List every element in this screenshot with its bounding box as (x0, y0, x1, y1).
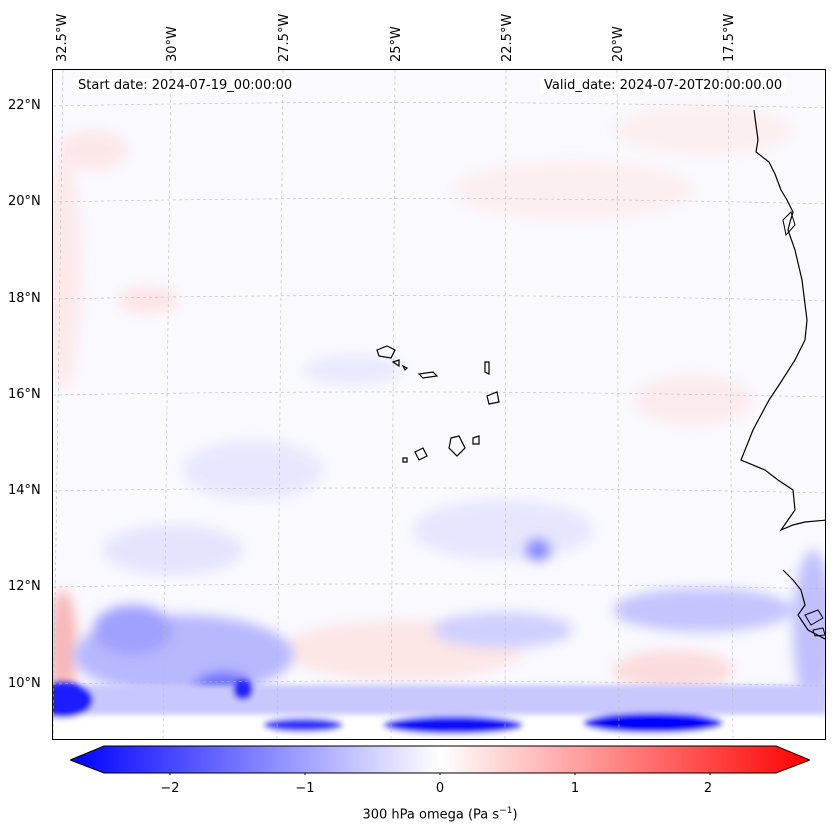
colorbar-tick: −2 (160, 781, 180, 796)
coastline (740, 109, 825, 640)
map-area (52, 69, 826, 740)
colorbar-tick: 0 (435, 781, 445, 796)
lon-label: 20°W (611, 26, 626, 62)
lon-label: 25°W (389, 26, 404, 62)
colorbar-label: 300 hPa omega (Pa s−1) (362, 806, 518, 823)
lon-label: 32.5°W (55, 13, 70, 62)
lon-label: 27.5°W (277, 13, 292, 62)
lat-label: 16°N (8, 387, 41, 402)
colorbar (70, 745, 810, 775)
lat-label: 20°N (8, 194, 41, 209)
lat-label: 22°N (8, 98, 41, 113)
lat-label: 10°N (8, 676, 41, 691)
colorbar-tick: 2 (703, 781, 713, 796)
colorbar-tick: −1 (295, 781, 315, 796)
lat-label: 18°N (8, 291, 41, 306)
valid-date-label: Valid_date: 2024-07-20T20:00:00.00 (540, 78, 787, 93)
lat-label: 14°N (8, 483, 41, 498)
omega-field (53, 70, 825, 739)
colorbar-tick: 1 (570, 781, 580, 796)
lon-label: 17.5°W (722, 13, 737, 62)
lat-label: 12°N (8, 579, 41, 594)
cape-verde-islands (376, 345, 500, 463)
start-date-label: Start date: 2024-07-19_00:00:00 (74, 78, 297, 93)
lon-label: 30°W (165, 26, 180, 62)
lon-label: 22.5°W (500, 13, 515, 62)
